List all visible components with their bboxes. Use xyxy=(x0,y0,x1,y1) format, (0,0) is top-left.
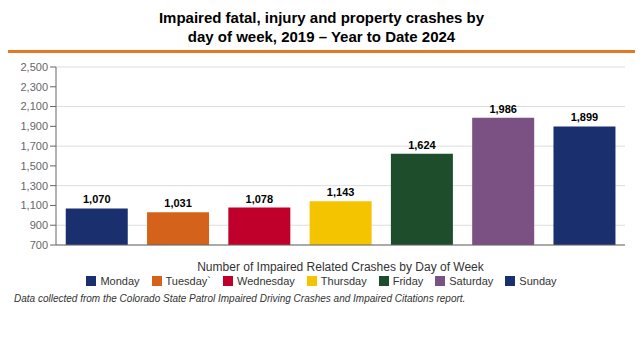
svg-text:1,070: 1,070 xyxy=(83,193,111,205)
html-text:Thursday: Thursday xyxy=(320,275,367,287)
svg-text:700: 700 xyxy=(30,239,48,251)
html-text:Friday: Friday xyxy=(392,275,424,287)
html-text:Impaired fatal, injury and pro: Impaired fatal, injury and property cras… xyxy=(158,9,484,26)
svg-text:1,900: 1,900 xyxy=(20,120,48,132)
svg-text:1,899: 1,899 xyxy=(571,111,599,123)
svg-text:1,078: 1,078 xyxy=(246,193,274,205)
html-text:Saturday: Saturday xyxy=(449,275,494,287)
html-text:Wednesday: Wednesday xyxy=(237,275,295,287)
svg-text:1,031: 1,031 xyxy=(164,197,192,209)
svg-text:2,300: 2,300 xyxy=(20,81,48,93)
svg-text:1,100: 1,100 xyxy=(20,199,48,211)
html-text:Tuesday`: Tuesday` xyxy=(165,275,211,287)
svg-text:2,100: 2,100 xyxy=(20,100,48,112)
svg-text:1,143: 1,143 xyxy=(327,186,355,198)
svg-text:1,500: 1,500 xyxy=(20,160,48,172)
svg-text:1,624: 1,624 xyxy=(408,139,436,151)
svg-text:1,986: 1,986 xyxy=(489,103,517,115)
html-text:Data collected from the Colora: Data collected from the Colorado State P… xyxy=(14,293,466,304)
svg-text:2,500: 2,500 xyxy=(20,61,48,73)
svg-text:Number of Impaired Related Cra: Number of Impaired Related Crashes by Da… xyxy=(197,260,485,274)
html-text:day of week, 2019 – Year to Da: day of week, 2019 – Year to Date 2024 xyxy=(187,28,456,45)
svg-text:1,700: 1,700 xyxy=(20,140,48,152)
svg-text:1,300: 1,300 xyxy=(20,180,48,192)
svg-text:900: 900 xyxy=(30,219,48,231)
html-text:Monday: Monday xyxy=(100,275,140,287)
html-text:Sunday: Sunday xyxy=(519,275,557,287)
